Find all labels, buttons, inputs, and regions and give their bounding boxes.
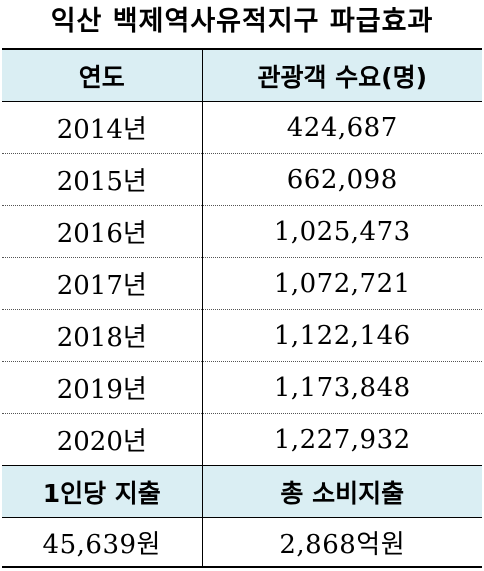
table-row: 2017년 1,072,721 [2,257,482,310]
visitors-cell: 424,687 [202,101,482,154]
year-cell: 2015년 [2,153,203,206]
header-per-capita-spending: 1인당 지출 [2,465,203,518]
per-capita-spending-cell: 45,639원 [2,517,203,568]
table-row: 2019년 1,173,848 [2,361,482,414]
year-cell: 2017년 [2,257,203,310]
header-visitors: 관광객 수요(명) [202,48,482,102]
summary-header-row: 1인당 지출 총 소비지출 [2,465,482,518]
visitors-cell: 1,173,848 [202,361,482,414]
table-row: 2014년 424,687 [2,101,482,154]
visitors-cell: 1,122,146 [202,309,482,362]
year-cell: 2014년 [2,101,203,154]
header-year: 연도 [2,48,203,102]
year-cell: 2016년 [2,205,203,258]
tourism-table: 연도 관광객 수요(명) 2014년 424,687 2015년 662,098… [2,48,482,568]
year-cell: 2020년 [2,413,203,466]
visitors-cell: 1,025,473 [202,205,482,258]
total-spending-cell: 2,868억원 [202,517,482,568]
table-header-row: 연도 관광객 수요(명) [2,48,482,102]
table-row: 2018년 1,122,146 [2,309,482,362]
visitors-cell: 1,072,721 [202,257,482,310]
year-cell: 2018년 [2,309,203,362]
table-row: 2015년 662,098 [2,153,482,206]
visitors-cell: 1,227,932 [202,413,482,466]
visitors-cell: 662,098 [202,153,482,206]
header-total-spending: 총 소비지출 [202,465,482,518]
table-row: 2016년 1,025,473 [2,205,482,258]
summary-value-row: 45,639원 2,868억원 [2,517,482,568]
table-row: 2020년 1,227,932 [2,413,482,466]
page-title: 익산 백제역사유적지구 파급효과 [50,6,434,37]
year-cell: 2019년 [2,361,203,414]
